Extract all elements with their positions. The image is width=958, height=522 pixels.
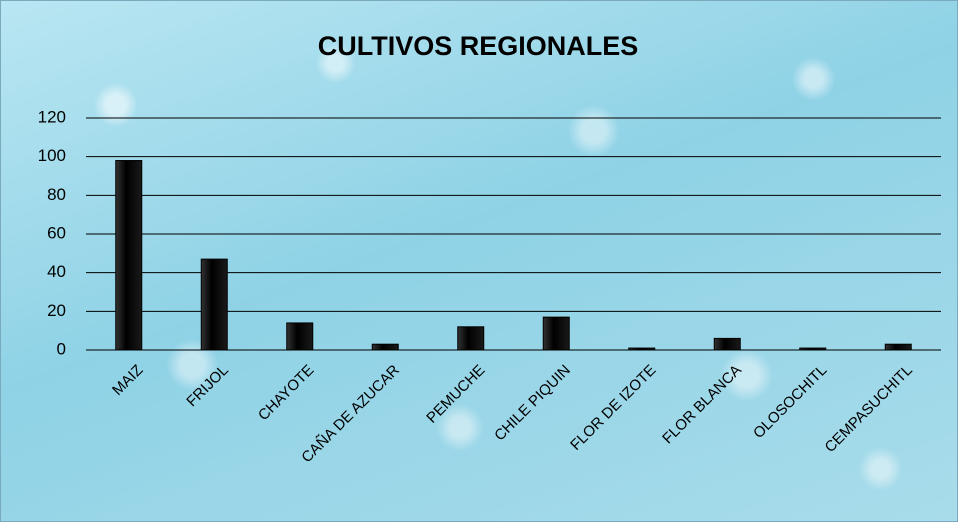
bar (287, 323, 313, 350)
bar (543, 317, 569, 350)
chart-area: CULTIVOS REGIONALES 0 20 40 60 80 100 120 MAIZ F… (0, 0, 958, 522)
bar (201, 259, 227, 350)
y-tick-label: 120 (38, 107, 66, 126)
y-tick-label: 20 (47, 301, 66, 320)
x-tick-label: MAIZ (109, 362, 146, 399)
y-tick-label: 60 (47, 223, 66, 242)
bar (714, 338, 740, 350)
bar (629, 348, 655, 350)
bar (458, 327, 484, 350)
bar (372, 344, 398, 350)
y-tick-label: 80 (47, 185, 66, 204)
x-tick-label: OLOSOCHITL (750, 362, 830, 442)
x-tick-label: FLOR DE IZOTE (567, 362, 659, 454)
bar (885, 344, 911, 350)
x-tick-label: FRIJOL (183, 362, 232, 411)
x-tick-label: CHAYOTE (255, 362, 318, 425)
x-tick-label: PEMUCHE (423, 362, 488, 427)
y-tick-label: 40 (47, 262, 66, 281)
x-tick-label: FLOR BLANCA (659, 362, 745, 448)
chart-title: CULTIVOS REGIONALES (318, 31, 639, 61)
x-tick-label: CAÑA DE AZUCAR (298, 362, 403, 467)
chart: CULTIVOS REGIONALES 0 20 40 60 80 100 120 MAIZ F… (1, 1, 957, 521)
x-tick-label: CHILE PIQUIN (491, 362, 574, 445)
bar (116, 161, 142, 350)
y-tick-label: 100 (38, 146, 66, 165)
y-tick-label: 0 (57, 339, 66, 358)
x-tick-label: CEMPASUCHITL (822, 362, 916, 456)
bar (800, 348, 826, 350)
